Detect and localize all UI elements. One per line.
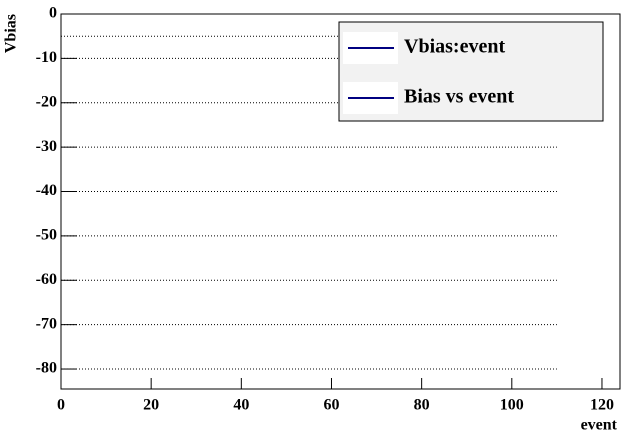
y-tick-label: -10 [36,49,57,66]
y-tick-label: -20 [36,93,57,110]
x-axis-label: event [581,417,618,434]
y-tick-label: -70 [36,315,57,332]
x-tick-label: 100 [500,397,524,414]
y-tick-label: -60 [36,271,57,288]
y-tick-label: -50 [36,227,57,244]
y-axis-label: Vbias [3,14,20,53]
y-tick-label: 0 [49,5,57,22]
legend-label: Vbias:event [404,36,505,58]
x-tick-label: 0 [57,397,65,414]
x-tick-label: 20 [143,397,159,414]
plot-frame [60,13,621,390]
x-tick-label: 80 [414,397,430,414]
legend-label: Bias vs event [404,86,514,108]
y-tick-label: -30 [36,138,57,155]
x-tick-label: 40 [233,397,249,414]
y-tick-label: -80 [36,360,57,377]
x-tick-label: 120 [590,397,614,414]
y-tick-label: -40 [36,182,57,199]
x-tick-label: 60 [323,397,339,414]
